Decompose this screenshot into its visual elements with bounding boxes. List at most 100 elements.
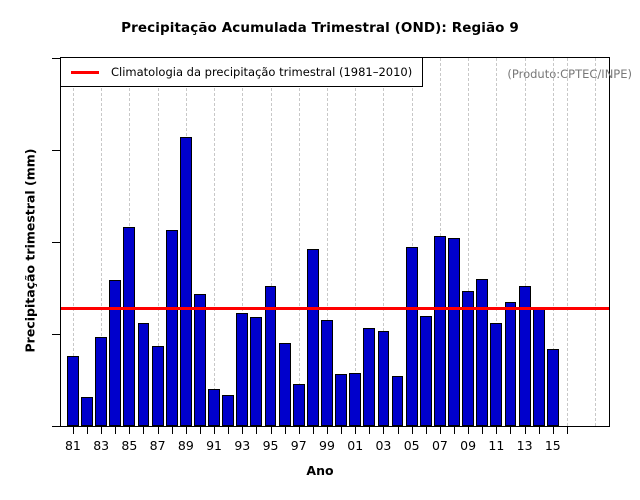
grid-line	[355, 58, 357, 426]
plot-area: 0200400600800 81838587899193959799010305…	[52, 57, 610, 453]
x-tick-label: 99	[319, 438, 335, 453]
grid-line	[524, 58, 526, 426]
x-tick-mark	[185, 426, 187, 434]
x-tick-label: 93	[234, 438, 251, 453]
x-tick-label: 95	[262, 438, 279, 453]
y-tick-mark	[52, 334, 61, 335]
x-tick-label: 15	[544, 438, 561, 453]
bar	[448, 237, 460, 426]
x-tick-mark	[256, 426, 258, 434]
x-tick-mark	[284, 426, 286, 434]
bar	[123, 226, 136, 426]
x-tick-label: 13	[516, 438, 533, 453]
x-tick-mark	[199, 426, 201, 434]
grid-line	[214, 58, 216, 426]
bar	[546, 348, 559, 426]
x-tick-mark	[454, 426, 455, 434]
bar	[208, 388, 220, 426]
x-tick-mark	[326, 426, 328, 434]
product-annotation: (Produto:CPTEC/INPE)	[507, 67, 632, 81]
x-tick-label: 07	[431, 438, 448, 453]
chart-title: Precipitação Acumulada Trimestral (OND):…	[121, 20, 519, 36]
x-tick-label: 91	[206, 438, 223, 453]
legend-label: Climatologia da precipitação trimestral …	[111, 65, 413, 79]
bar	[179, 137, 192, 426]
bar	[405, 246, 418, 426]
x-tick-mark	[552, 426, 554, 434]
bar	[391, 376, 404, 426]
bar	[504, 301, 517, 426]
x-tick-mark	[72, 426, 74, 434]
y-tick-mark	[52, 150, 61, 151]
x-tick-mark	[101, 426, 103, 434]
bar	[236, 312, 249, 426]
bar	[419, 315, 432, 426]
bar	[278, 343, 291, 426]
bar	[518, 285, 531, 426]
x-tick-label: 83	[93, 438, 110, 453]
x-tick-label: 05	[403, 438, 420, 453]
bar	[109, 280, 122, 426]
x-tick-mark	[242, 426, 244, 434]
bar	[67, 355, 79, 426]
x-tick-mark	[510, 426, 512, 434]
bar	[349, 373, 362, 426]
x-tick-mark	[496, 426, 498, 434]
x-tick-mark	[369, 426, 371, 434]
grid-line	[242, 58, 244, 426]
x-tick-mark	[129, 426, 131, 434]
x-tick-mark	[383, 426, 385, 434]
bar	[264, 285, 277, 426]
x-tick-mark	[425, 426, 427, 434]
bar	[95, 336, 108, 426]
x-tick-mark	[341, 426, 343, 434]
bar	[433, 236, 446, 426]
grid-line	[496, 58, 498, 426]
grid-line	[383, 58, 385, 426]
x-tick-mark	[468, 426, 470, 434]
x-tick-mark	[355, 426, 357, 434]
bar	[292, 383, 305, 426]
x-tick-label: 89	[177, 438, 194, 453]
bar	[363, 327, 376, 426]
bar	[81, 397, 93, 426]
bar	[165, 229, 178, 426]
x-tick-mark	[171, 426, 173, 434]
chart-legend: Climatologia da precipitação trimestral …	[60, 57, 423, 87]
x-tick-mark	[524, 426, 526, 434]
grid-line	[101, 58, 103, 426]
x-tick-label: 09	[460, 438, 477, 453]
legend-color-swatch	[71, 70, 99, 74]
y-axis-label: Precipitação trimestral (mm)	[22, 148, 38, 353]
bar	[321, 320, 333, 426]
x-tick-mark	[115, 426, 117, 434]
grid-line	[157, 58, 159, 426]
x-tick-label: 85	[121, 438, 138, 453]
bar	[476, 278, 489, 426]
x-tick-mark	[566, 426, 568, 434]
x-tick-label: 81	[64, 438, 81, 453]
x-tick-label: 03	[375, 438, 392, 453]
x-tick-mark	[87, 426, 89, 434]
x-tick-mark	[397, 426, 399, 434]
grid-line	[326, 58, 328, 426]
x-tick-mark	[228, 426, 230, 434]
x-tick-mark	[538, 426, 540, 434]
x-tick-mark	[143, 426, 145, 434]
bar	[377, 330, 390, 426]
x-tick-mark	[312, 426, 314, 434]
grid-line	[72, 58, 74, 426]
x-tick-label: 97	[290, 438, 307, 453]
bar	[462, 291, 475, 426]
bar	[194, 293, 206, 426]
grid-line	[552, 58, 554, 426]
grid-line	[566, 58, 568, 426]
x-tick-mark	[482, 426, 484, 434]
bar	[306, 248, 319, 426]
y-tick-mark	[52, 242, 61, 243]
climatology-reference-line	[61, 307, 609, 310]
grid-line	[298, 58, 300, 426]
x-tick-mark	[439, 426, 441, 434]
bar	[222, 394, 235, 426]
